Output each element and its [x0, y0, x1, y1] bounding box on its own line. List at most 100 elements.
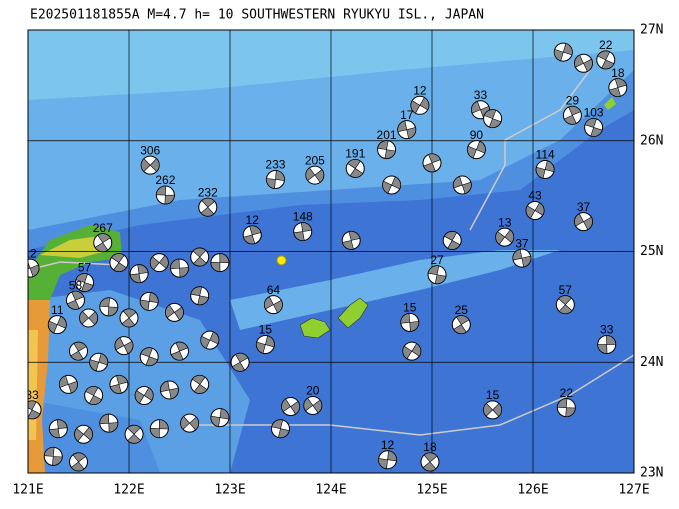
beachball-compression: [200, 331, 220, 349]
depth-label: 29: [566, 93, 580, 107]
focal-mechanism: [452, 175, 472, 195]
focal-mechanism: [119, 308, 139, 328]
focal-mechanism: [210, 408, 230, 428]
focal-mechanism: [164, 302, 184, 322]
focal-mechanism: [574, 53, 593, 73]
depth-label: 191: [345, 147, 365, 161]
depth-label: 12: [246, 213, 260, 227]
focal-mechanism: [345, 158, 365, 178]
focal-mechanism: [451, 315, 471, 335]
depth-label: 15: [259, 323, 273, 337]
focal-mechanism: [48, 419, 68, 439]
focal-mechanism: [190, 247, 210, 267]
beachball-compression: [121, 308, 137, 328]
depth-label: 22: [560, 386, 574, 400]
map-title: E202501181855A M=4.7 h= 10 SOUTHWESTERN …: [30, 8, 484, 23]
focal-mechanism: [556, 398, 576, 418]
x-tick-label: 122E: [113, 483, 144, 498]
depth-label: 12: [381, 438, 395, 452]
beachball-compression: [453, 315, 470, 334]
depth-label: 37: [577, 200, 591, 214]
beachball-compression: [305, 167, 325, 183]
depth-label: 148: [293, 210, 313, 224]
beachball-compression: [74, 426, 93, 442]
beachball-compression: [553, 43, 573, 62]
beachball-compression: [192, 247, 207, 267]
focal-mechanism: [420, 452, 440, 472]
beachball-compression: [608, 78, 627, 97]
beachball-compression: [271, 419, 290, 438]
beachball-compression: [190, 286, 209, 306]
depth-label: 27: [430, 253, 444, 267]
focal-mechanism: [303, 395, 323, 415]
beachball-compression: [43, 447, 63, 466]
focal-mechanism: [149, 253, 169, 273]
beachball-compression: [59, 375, 78, 394]
y-tick-label: 24N: [640, 355, 663, 370]
focal-mechanism: [382, 175, 402, 195]
y-tick-label: 27N: [640, 23, 663, 38]
beachball-compression: [378, 450, 397, 470]
depth-label: 20: [306, 384, 320, 398]
depth-label: 37: [515, 236, 529, 250]
beachball-compression: [410, 97, 430, 114]
depth-label: 11: [51, 303, 64, 317]
beachball-compression: [512, 248, 532, 268]
focal-mechanism: [397, 120, 417, 140]
focal-mechanism: [89, 352, 109, 372]
beachball-compression: [210, 253, 230, 272]
beachball-compression: [70, 341, 87, 361]
beachball-compression: [49, 419, 68, 438]
focal-mechanism: [495, 227, 515, 247]
focal-mechanism: [427, 265, 447, 285]
beachball-compression: [99, 413, 119, 433]
beachball-compression: [170, 258, 189, 278]
focal-mechanism: [149, 419, 169, 439]
focal-mechanism: [28, 400, 42, 420]
focal-mechanism: [255, 335, 275, 355]
beachball-compression: [256, 335, 275, 354]
beachball-compression: [99, 297, 119, 317]
focal-mechanism: [129, 264, 149, 284]
focal-mechanism: [79, 308, 99, 328]
basemap: 306 262 232 233 205 201 267 114 37 103 29 90 33 22 18 1…: [23, 30, 634, 473]
focal-mechanism: [139, 347, 159, 367]
depth-label: 205: [305, 153, 325, 167]
beachball-compression: [453, 176, 472, 194]
focal-mechanism: [378, 450, 398, 470]
depth-label: 12: [23, 246, 37, 260]
focal-mechanism: [574, 212, 593, 232]
beachball-compression: [281, 398, 300, 415]
beachball-compression: [443, 231, 461, 250]
beachball-compression: [243, 225, 262, 245]
focal-mechanism: [400, 312, 420, 332]
focal-mechanism: [139, 291, 159, 311]
beachball-compression: [94, 233, 111, 252]
depth-label: 201: [377, 128, 397, 142]
beachball-compression: [342, 231, 361, 250]
depth-label: 232: [198, 185, 218, 199]
beachball-compression: [66, 291, 85, 310]
focal-mechanism: [190, 374, 210, 394]
focal-mechanism: [584, 117, 604, 137]
focal-mechanism: [99, 297, 119, 317]
focal-mechanism: [525, 201, 545, 221]
depth-label: 33: [25, 388, 39, 402]
focal-mechanism: [305, 165, 325, 185]
x-tick-label: 123E: [214, 483, 245, 498]
focal-mechanism: [43, 446, 63, 466]
beachball-compression: [264, 296, 283, 314]
depth-label: 12: [413, 83, 427, 97]
beachball-compression: [293, 222, 312, 241]
focal-mechanism: [198, 197, 218, 217]
focal-mechanism: [483, 109, 503, 129]
beachball-compression: [303, 397, 323, 414]
depth-label: 13: [498, 215, 512, 229]
x-tick-label: 125E: [416, 483, 447, 498]
beachball-compression: [114, 337, 134, 355]
beachball-compression: [266, 170, 285, 189]
beachball-compression: [70, 452, 87, 472]
depth-label: 18: [611, 66, 625, 80]
depth-label: 18: [423, 440, 437, 454]
